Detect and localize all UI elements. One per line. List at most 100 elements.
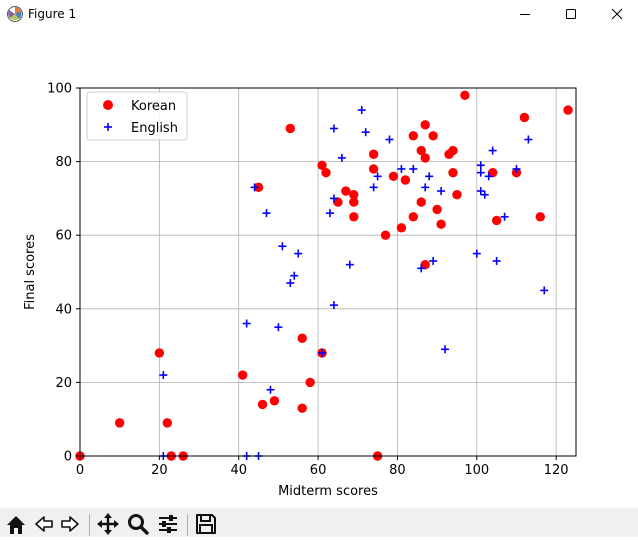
korean-point	[349, 212, 359, 222]
x-tick-label: 120	[544, 463, 569, 478]
korean-point	[448, 167, 458, 178]
x-tick-label: 100	[464, 463, 489, 478]
english-point	[524, 135, 533, 144]
legend-korean-label: Korean	[131, 99, 176, 114]
korean-point	[114, 418, 125, 428]
back-icon	[35, 516, 53, 532]
english-point	[373, 172, 382, 181]
series-english	[159, 106, 549, 460]
matplotlib-app-icon	[7, 6, 23, 22]
korean-point	[162, 418, 172, 428]
korean-point	[368, 149, 379, 159]
english-point	[492, 256, 501, 265]
korean-point	[297, 403, 307, 413]
korean-point	[408, 212, 419, 222]
english-point	[385, 135, 394, 144]
english-point	[337, 153, 346, 162]
back-button[interactable]	[32, 512, 60, 540]
korean-point	[452, 190, 462, 200]
english-point	[409, 164, 418, 173]
korean-point	[563, 105, 573, 115]
english-point	[361, 128, 370, 137]
toolbar-separator	[89, 514, 90, 536]
korean-point	[368, 164, 379, 174]
english-point	[421, 183, 430, 192]
korean-point	[420, 259, 430, 270]
english-point	[250, 183, 259, 192]
forward-icon	[61, 516, 79, 532]
x-tick-label: 60	[310, 463, 327, 478]
english-point	[417, 264, 426, 273]
series-korean	[75, 90, 573, 461]
korean-point	[257, 399, 268, 410]
configure-subplots-button[interactable]	[156, 512, 184, 540]
legend-english-marker	[104, 123, 112, 131]
english-point	[274, 323, 283, 332]
close-icon	[611, 8, 623, 20]
y-tick-label: 40	[55, 302, 72, 317]
english-point	[262, 209, 271, 218]
english-point	[159, 371, 168, 380]
korean-point	[460, 90, 470, 101]
x-axis-label: Midterm scores	[278, 484, 378, 499]
english-point	[484, 172, 493, 181]
pan-icon	[97, 513, 119, 535]
maximize-icon	[566, 9, 576, 19]
maximize-button[interactable]	[548, 0, 594, 28]
korean-point	[420, 153, 430, 163]
x-tick-label: 20	[151, 463, 168, 478]
x-tick-label: 40	[230, 463, 247, 478]
english-point	[476, 187, 485, 196]
english-point	[472, 249, 481, 258]
forward-button[interactable]	[58, 512, 86, 540]
korean-point	[519, 112, 530, 123]
korean-point	[388, 171, 399, 182]
korean-point	[436, 219, 446, 229]
english-point	[329, 194, 338, 203]
english-point	[290, 271, 299, 280]
korean-point	[408, 131, 419, 141]
window-titlebar: Figure 1	[0, 0, 638, 28]
minimize-icon	[520, 14, 530, 15]
legend: Korean English	[86, 91, 188, 141]
english-point	[429, 256, 438, 265]
english-point	[286, 279, 295, 288]
english-point	[345, 260, 354, 269]
save-button[interactable]	[194, 512, 222, 540]
zoom-button[interactable]	[126, 512, 154, 540]
english-point	[441, 345, 450, 354]
minimize-button[interactable]	[502, 0, 548, 28]
korean-point	[491, 215, 502, 226]
english-point	[476, 168, 485, 177]
korean-point	[420, 120, 430, 130]
axis-ticks: 0 20 40 60 80 100 120 0 20 40 60 80 100	[47, 82, 568, 479]
pan-button[interactable]	[96, 512, 124, 540]
english-point	[329, 301, 338, 310]
korean-point	[428, 131, 438, 141]
home-icon	[7, 516, 25, 534]
window-title: Figure 1	[28, 7, 77, 21]
home-button[interactable]	[4, 512, 32, 540]
close-button[interactable]	[594, 0, 638, 28]
korean-point	[487, 167, 498, 178]
legend-english-label: English	[131, 121, 178, 136]
figure-canvas[interactable]: 0 20 40 60 80 100 120 0 20 40 60 80 100 Midterm scor…	[0, 28, 638, 508]
configure-subplots-icon	[159, 515, 177, 533]
y-tick-label: 0	[64, 450, 72, 465]
korean-point	[400, 175, 411, 185]
x-tick-label: 80	[389, 463, 406, 478]
korean-point	[154, 348, 165, 358]
korean-point	[380, 230, 391, 240]
english-point	[512, 164, 521, 173]
y-axis-label: Final scores	[23, 234, 38, 310]
korean-point	[396, 223, 407, 233]
korean-point	[349, 190, 359, 200]
english-point	[500, 212, 509, 221]
x-tick-label: 0	[76, 463, 84, 478]
korean-point	[416, 145, 426, 156]
korean-point	[321, 167, 331, 178]
korean-point	[297, 333, 307, 343]
zoom-icon	[128, 514, 149, 535]
data-points	[75, 90, 573, 461]
english-point	[278, 242, 287, 251]
